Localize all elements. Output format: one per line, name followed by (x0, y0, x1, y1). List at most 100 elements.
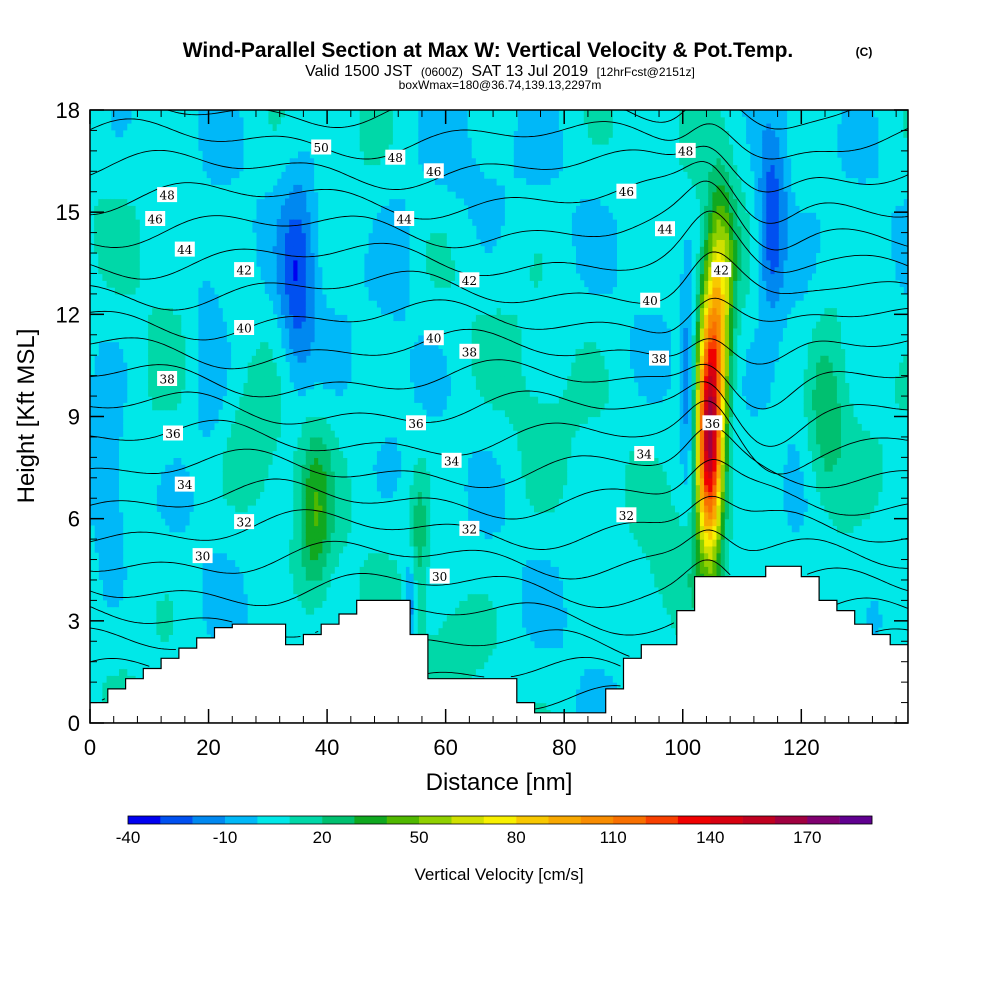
velocity-cell (156, 246, 162, 254)
velocity-cell (355, 443, 361, 452)
velocity-cell (119, 253, 124, 261)
velocity-cell (351, 607, 357, 615)
velocity-cell (202, 259, 207, 268)
velocity-cell (330, 430, 336, 438)
velocity-cell (256, 491, 261, 499)
velocity-cell (322, 150, 328, 159)
velocity-cell (152, 532, 157, 540)
velocity-cell (334, 511, 340, 520)
velocity-cell (243, 293, 249, 302)
velocity-cell (276, 123, 282, 131)
velocity-cell (156, 239, 162, 247)
velocity-cell (289, 253, 294, 261)
velocity-cell (330, 171, 336, 179)
velocity-cell (293, 566, 298, 574)
velocity-cell (226, 396, 232, 404)
velocity-cell (152, 225, 157, 234)
velocity-cell (359, 505, 365, 513)
velocity-cell (231, 219, 236, 227)
velocity-cell (135, 144, 141, 152)
velocity-cell (139, 110, 145, 118)
velocity-cell (251, 232, 257, 240)
velocity-cell (185, 566, 191, 574)
velocity-cell (268, 443, 274, 452)
velocity-cell (347, 232, 352, 240)
velocity-cell (114, 300, 120, 309)
velocity-cell (251, 287, 257, 295)
velocity-cell (123, 334, 128, 343)
velocity-cell (189, 334, 195, 343)
velocity-cell (210, 491, 215, 499)
velocity-cell (343, 416, 348, 424)
velocity-cell (181, 232, 186, 240)
velocity-cell (343, 511, 348, 520)
velocity-cell (280, 430, 286, 438)
velocity-cell (322, 205, 328, 213)
velocity-cell (297, 314, 303, 322)
velocity-cell (168, 266, 174, 275)
velocity-cell (289, 328, 294, 336)
velocity-cell (260, 389, 265, 397)
velocity-cell (160, 116, 166, 125)
velocity-cell (189, 573, 195, 581)
velocity-cell (343, 607, 348, 615)
velocity-cell (343, 396, 348, 404)
velocity-cell (256, 150, 261, 159)
velocity-cell (256, 191, 261, 200)
velocity-cell (173, 416, 178, 424)
velocity-cell (131, 450, 137, 458)
velocity-cell (318, 157, 323, 166)
velocity-cell (160, 586, 166, 595)
velocity-cell (123, 314, 128, 322)
velocity-cell (280, 212, 286, 220)
velocity-cell (143, 368, 149, 377)
velocity-cell (305, 409, 311, 418)
velocity-cell (251, 471, 257, 479)
velocity-cell (139, 402, 145, 411)
velocity-cell (177, 328, 182, 336)
velocity-cell (297, 532, 303, 540)
velocity-cell (185, 219, 191, 227)
velocity-cell (314, 477, 319, 486)
velocity-cell (359, 184, 365, 193)
velocity-cell (235, 423, 240, 431)
velocity-cell (173, 205, 178, 213)
velocity-cell (272, 539, 278, 547)
velocity-cell (102, 123, 108, 131)
velocity-cell (164, 259, 170, 268)
velocity-cell (177, 450, 182, 458)
velocity-cell (139, 246, 145, 254)
velocity-cell (123, 600, 128, 608)
velocity-cell (210, 505, 215, 513)
velocity-cell (139, 430, 145, 438)
velocity-cell (94, 191, 99, 200)
velocity-cell (347, 293, 352, 302)
velocity-cell (164, 436, 170, 445)
velocity-cell (173, 123, 178, 131)
velocity-cell (239, 212, 245, 220)
velocity-cell (264, 389, 269, 397)
velocity-cell (289, 627, 294, 635)
velocity-cell (160, 573, 166, 581)
velocity-cell (189, 184, 195, 193)
velocity-cell (363, 191, 369, 200)
copyright-mark: (C) (856, 45, 873, 59)
velocity-cell (135, 607, 141, 615)
velocity-cell (98, 137, 103, 145)
velocity-cell (280, 232, 286, 240)
velocity-cell (326, 409, 332, 418)
velocity-cell (206, 464, 211, 472)
velocity-cell (305, 477, 311, 486)
velocity-cell (351, 368, 357, 377)
velocity-cell (160, 409, 166, 418)
velocity-cell (251, 532, 257, 540)
velocity-cell (168, 355, 174, 363)
velocity-cell (285, 130, 290, 138)
velocity-cell (256, 389, 261, 397)
velocity-cell (334, 219, 340, 227)
velocity-cell (359, 219, 365, 227)
velocity-cell (94, 232, 99, 240)
velocity-cell (264, 402, 269, 411)
velocity-cell (239, 178, 245, 186)
velocity-cell (231, 341, 236, 349)
